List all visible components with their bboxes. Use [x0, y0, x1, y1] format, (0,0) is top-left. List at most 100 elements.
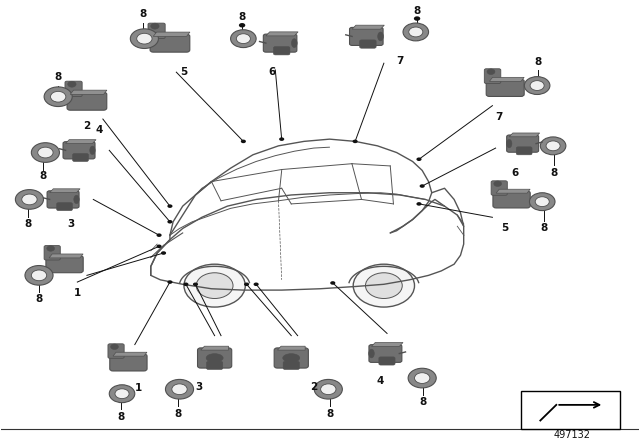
Ellipse shape: [506, 139, 512, 148]
Circle shape: [420, 184, 425, 188]
Circle shape: [183, 283, 188, 286]
Ellipse shape: [74, 195, 79, 203]
Text: 8: 8: [54, 72, 62, 82]
FancyBboxPatch shape: [57, 202, 72, 211]
FancyBboxPatch shape: [349, 27, 383, 45]
Circle shape: [403, 23, 429, 41]
Circle shape: [244, 283, 249, 286]
Circle shape: [168, 204, 173, 208]
FancyBboxPatch shape: [283, 362, 300, 370]
Ellipse shape: [151, 23, 159, 29]
Ellipse shape: [378, 32, 383, 41]
Text: 8: 8: [551, 168, 558, 178]
Text: 8: 8: [40, 171, 47, 181]
Polygon shape: [371, 343, 403, 346]
Circle shape: [236, 34, 250, 43]
FancyBboxPatch shape: [369, 345, 402, 362]
Polygon shape: [70, 90, 107, 95]
Polygon shape: [50, 189, 80, 193]
Text: 8: 8: [24, 219, 31, 229]
Ellipse shape: [494, 181, 502, 186]
Ellipse shape: [111, 344, 118, 349]
Circle shape: [230, 30, 256, 47]
FancyBboxPatch shape: [274, 348, 308, 368]
Text: 7: 7: [495, 112, 502, 122]
FancyBboxPatch shape: [486, 79, 524, 96]
Circle shape: [353, 140, 358, 143]
FancyBboxPatch shape: [484, 69, 500, 83]
Ellipse shape: [68, 81, 76, 87]
Polygon shape: [266, 32, 298, 36]
FancyBboxPatch shape: [360, 40, 376, 48]
Circle shape: [196, 273, 233, 298]
Text: 8: 8: [175, 409, 182, 419]
Text: 8: 8: [239, 12, 246, 22]
Polygon shape: [113, 352, 147, 356]
Text: 6: 6: [511, 168, 518, 178]
Circle shape: [168, 220, 173, 224]
Text: 3: 3: [195, 382, 202, 392]
Text: 2: 2: [83, 121, 90, 131]
FancyBboxPatch shape: [46, 256, 83, 273]
Ellipse shape: [206, 353, 223, 362]
Circle shape: [184, 264, 245, 307]
Text: 7: 7: [396, 56, 403, 66]
Text: 5: 5: [180, 67, 188, 77]
Circle shape: [109, 385, 135, 403]
Circle shape: [417, 157, 422, 161]
Circle shape: [31, 270, 47, 281]
Circle shape: [409, 27, 423, 37]
Polygon shape: [65, 140, 96, 143]
Circle shape: [353, 264, 415, 307]
FancyBboxPatch shape: [273, 47, 290, 55]
Circle shape: [131, 29, 159, 48]
Ellipse shape: [291, 39, 297, 47]
FancyBboxPatch shape: [263, 34, 297, 52]
FancyBboxPatch shape: [198, 348, 232, 368]
Circle shape: [239, 23, 245, 27]
Circle shape: [415, 373, 430, 383]
Circle shape: [38, 147, 53, 158]
Circle shape: [161, 251, 166, 255]
Ellipse shape: [487, 69, 495, 74]
Text: 8: 8: [413, 5, 420, 16]
Text: 1: 1: [74, 288, 81, 298]
Circle shape: [414, 16, 420, 21]
Circle shape: [15, 190, 44, 209]
Text: 497132: 497132: [554, 430, 591, 440]
Circle shape: [172, 384, 187, 395]
FancyBboxPatch shape: [110, 354, 147, 371]
Circle shape: [51, 91, 66, 102]
Circle shape: [137, 33, 152, 44]
Circle shape: [524, 77, 550, 95]
Text: 8: 8: [140, 9, 147, 19]
Text: 8: 8: [117, 412, 124, 422]
Polygon shape: [490, 78, 524, 82]
Circle shape: [31, 143, 60, 162]
Text: 8: 8: [326, 409, 333, 419]
FancyBboxPatch shape: [493, 191, 530, 208]
Ellipse shape: [90, 146, 95, 155]
Text: 8: 8: [535, 57, 542, 67]
Circle shape: [115, 389, 129, 399]
FancyBboxPatch shape: [72, 154, 88, 162]
Text: 8: 8: [35, 294, 43, 304]
Circle shape: [241, 140, 246, 143]
Circle shape: [408, 368, 436, 388]
Circle shape: [157, 233, 162, 237]
FancyBboxPatch shape: [47, 191, 79, 208]
Text: 3: 3: [67, 219, 75, 229]
Circle shape: [253, 283, 259, 286]
Polygon shape: [509, 133, 540, 137]
FancyBboxPatch shape: [108, 344, 124, 358]
Circle shape: [330, 281, 335, 285]
Circle shape: [279, 138, 284, 141]
Text: 8: 8: [540, 224, 547, 233]
Text: 4: 4: [96, 125, 104, 135]
FancyBboxPatch shape: [150, 34, 190, 52]
Circle shape: [157, 245, 162, 248]
Text: 4: 4: [377, 376, 385, 386]
Circle shape: [22, 194, 37, 205]
Text: 1: 1: [134, 383, 141, 393]
FancyBboxPatch shape: [44, 246, 60, 260]
